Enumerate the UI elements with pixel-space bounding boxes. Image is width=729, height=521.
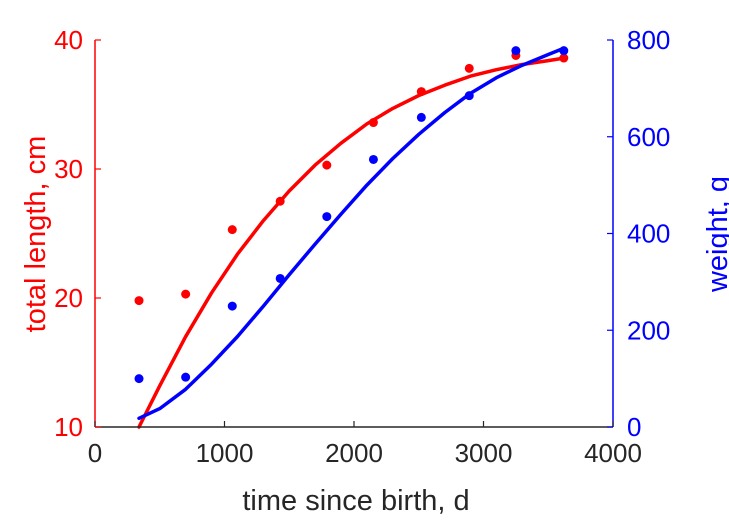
data-point-length	[464, 63, 474, 73]
plot-area	[134, 46, 569, 429]
data-point-weight	[559, 46, 569, 56]
y-axis-title-right: weight, g	[702, 176, 729, 293]
data-point-weight	[134, 374, 144, 384]
data-point-length	[416, 87, 426, 97]
y-tick-label-right: 600	[627, 122, 670, 152]
x-tick-label: 1000	[196, 438, 254, 468]
data-point-length	[368, 118, 378, 128]
x-tick-label: 0	[88, 438, 102, 468]
y-axis-title-left: total length, cm	[20, 136, 52, 333]
x-tick-label: 3000	[455, 438, 513, 468]
y-tick-label-right: 200	[627, 315, 670, 345]
y-tick-label-left: 40	[54, 25, 83, 55]
data-point-weight	[181, 372, 191, 382]
data-point-weight	[511, 46, 521, 56]
data-point-length	[322, 160, 332, 170]
y-tick-label-left: 30	[54, 154, 83, 184]
data-point-weight	[464, 91, 474, 101]
x-tick-label: 4000	[584, 438, 642, 468]
data-point-weight	[227, 301, 237, 311]
data-point-length	[559, 53, 569, 63]
y-tick-label-right: 0	[627, 412, 641, 442]
data-point-weight	[322, 212, 332, 222]
fit-curve-weight	[137, 46, 566, 421]
data-point-weight	[416, 112, 426, 122]
data-point-length	[275, 196, 285, 206]
fit-curve-length	[137, 56, 566, 429]
data-point-length	[227, 225, 237, 235]
y-tick-label-left: 20	[54, 283, 83, 313]
data-point-length	[181, 289, 191, 299]
data-point-weight	[275, 273, 285, 283]
x-axis-title: time since birth, d	[242, 485, 469, 517]
data-point-weight	[368, 154, 378, 164]
x-tick-label: 2000	[325, 438, 383, 468]
y-tick-label-left: 10	[54, 412, 83, 442]
y-tick-label-right: 400	[627, 219, 670, 249]
y-tick-label-right: 800	[627, 25, 670, 55]
data-point-length	[134, 296, 144, 306]
